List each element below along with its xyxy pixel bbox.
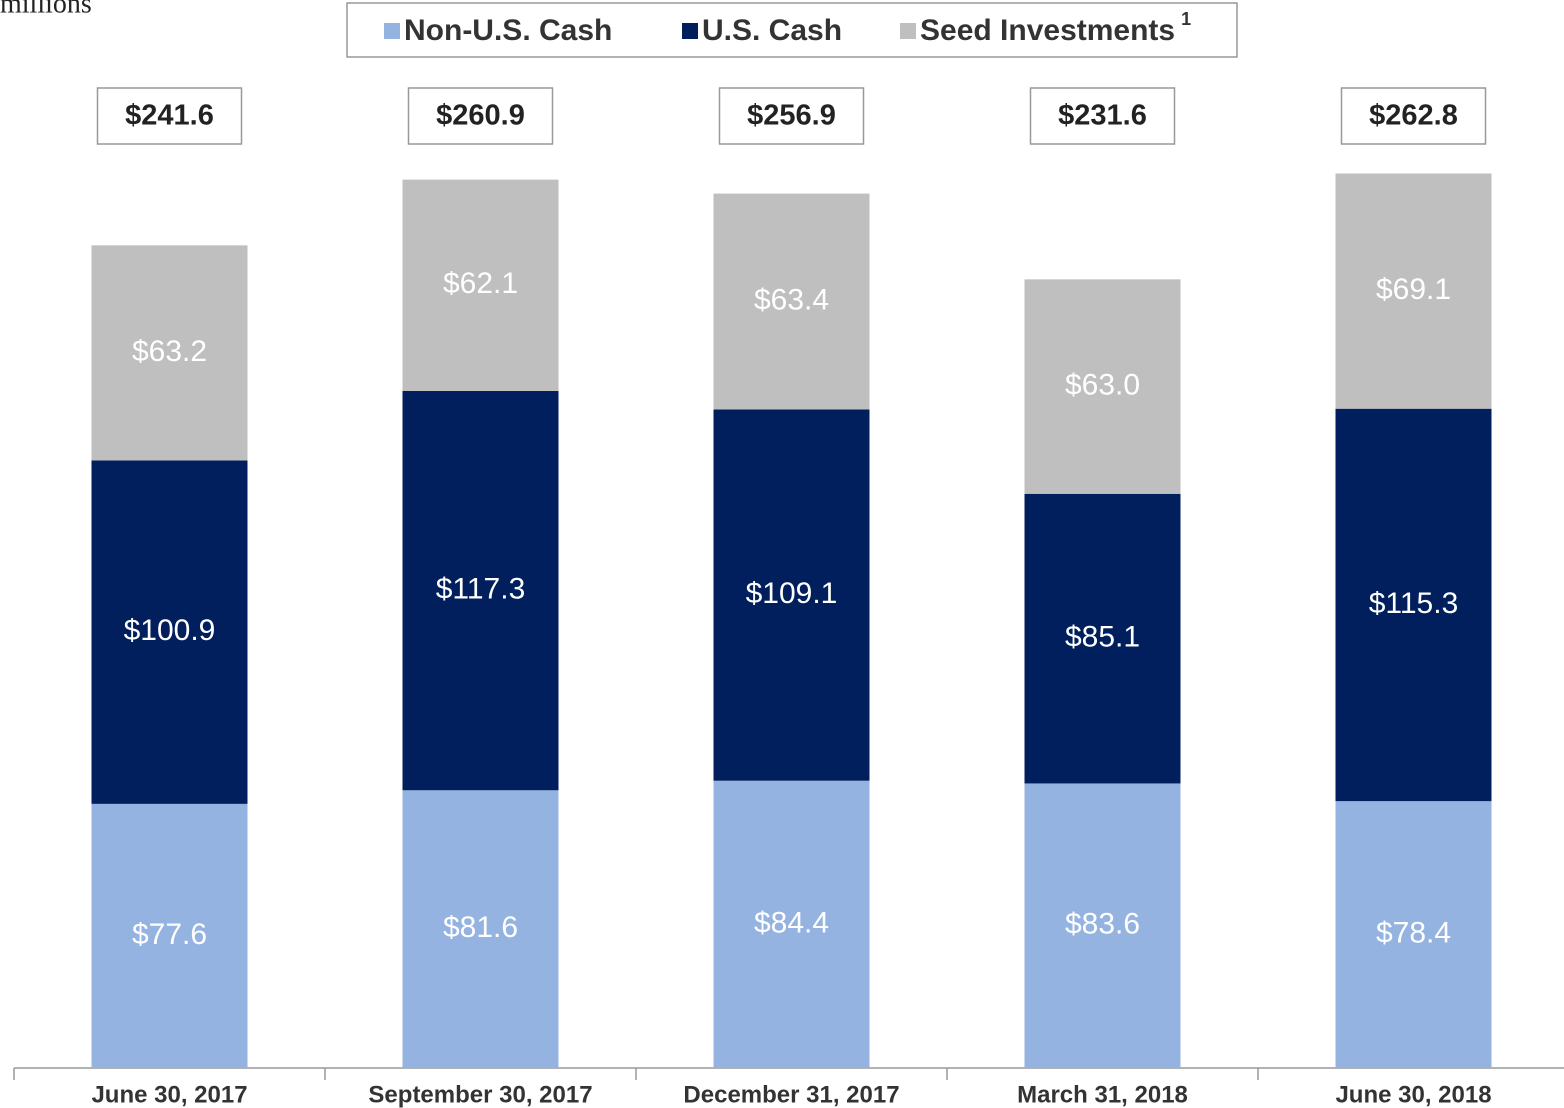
- segment-label: $81.6: [443, 911, 518, 944]
- legend-box: [346, 2, 1238, 58]
- subtitle: millions: [0, 0, 92, 19]
- bar-segment: [1024, 783, 1181, 1068]
- segment-label: $84.4: [754, 906, 829, 939]
- bar-segment: [91, 803, 248, 1068]
- legend-swatch: [682, 23, 698, 39]
- total-label: $260.9: [436, 100, 525, 132]
- segment-label: $77.6: [132, 918, 207, 951]
- legend-label: Seed Investments: [920, 14, 1175, 47]
- bar-segment: [91, 460, 248, 804]
- x-tick-label: March 31, 2018: [1017, 1081, 1188, 1108]
- legend-label: U.S. Cash: [702, 14, 842, 47]
- total-box: [1340, 87, 1487, 145]
- bar-segment: [402, 179, 559, 392]
- segment-label: $85.1: [1065, 621, 1140, 654]
- total-box: [1029, 87, 1176, 145]
- legend-label: Non-U.S. Cash: [404, 14, 612, 47]
- legend-swatch: [900, 23, 916, 39]
- x-tick-label: December 31, 2017: [683, 1081, 899, 1108]
- bar-segment: [1335, 801, 1492, 1068]
- x-tick-label: September 30, 2017: [368, 1081, 592, 1108]
- bar-segment: [1024, 279, 1181, 494]
- segment-label: $78.4: [1376, 916, 1451, 949]
- bar-segment: [91, 245, 248, 461]
- total-box: [96, 87, 243, 145]
- total-label: $231.6: [1058, 100, 1147, 132]
- segment-label: $69.1: [1376, 273, 1451, 306]
- segment-label: $109.1: [746, 577, 838, 610]
- total-box: [718, 87, 865, 145]
- segment-label: $63.0: [1065, 369, 1140, 402]
- bar-segment: [1335, 408, 1492, 802]
- segment-label: $63.2: [132, 335, 207, 368]
- legend-note: 1: [1181, 9, 1191, 29]
- total-label: $256.9: [747, 100, 836, 132]
- bar-segment: [713, 193, 870, 410]
- total-label: $241.6: [125, 100, 214, 132]
- segment-label: $83.6: [1065, 908, 1140, 941]
- bar-segment: [713, 780, 870, 1068]
- total-box: [407, 87, 554, 145]
- segment-label: $117.3: [436, 573, 526, 606]
- x-tick-label: June 30, 2018: [1335, 1081, 1491, 1108]
- bar-segment: [1335, 173, 1492, 409]
- bar-segment: [713, 409, 870, 781]
- x-tick-label: June 30, 2017: [91, 1081, 247, 1108]
- segment-label: $115.3: [1369, 587, 1459, 620]
- bar-segment: [402, 790, 559, 1068]
- legend-swatch: [384, 23, 400, 39]
- total-label: $262.8: [1369, 100, 1458, 132]
- bar-segment: [1024, 493, 1181, 784]
- segment-label: $100.9: [124, 614, 216, 647]
- bar-segment: [402, 391, 559, 791]
- segment-label: $62.1: [443, 267, 518, 300]
- segment-label: $63.4: [754, 283, 829, 316]
